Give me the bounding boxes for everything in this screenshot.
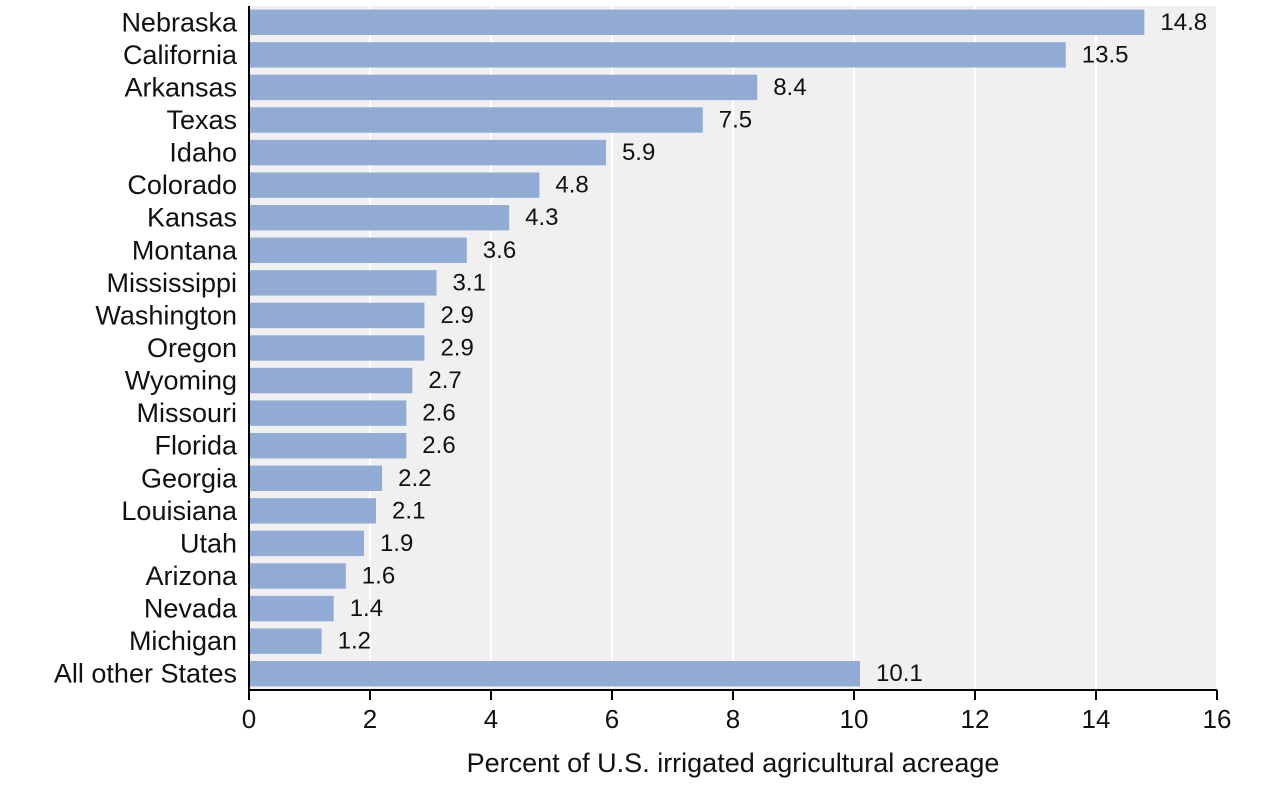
bar <box>249 335 425 361</box>
category-label: Missouri <box>136 398 237 428</box>
bar <box>249 563 346 589</box>
data-label: 4.8 <box>555 172 588 199</box>
data-label: 13.5 <box>1082 41 1129 68</box>
category-label: Montana <box>132 235 238 265</box>
data-label: 2.1 <box>392 497 425 524</box>
category-label: California <box>123 40 238 70</box>
bar <box>249 107 703 133</box>
category-labels: NebraskaCaliforniaArkansasTexasIdahoColo… <box>54 7 238 688</box>
category-label: Idaho <box>169 138 237 168</box>
data-label: 7.5 <box>719 107 752 134</box>
bar <box>249 433 407 459</box>
bar <box>249 661 861 687</box>
tick-label: 10 <box>840 704 869 734</box>
bar <box>249 237 467 263</box>
tick-label: 16 <box>1203 704 1232 734</box>
category-label: Mississippi <box>106 268 237 298</box>
category-label: Louisiana <box>121 496 238 526</box>
category-label: All other States <box>54 659 237 689</box>
category-label: Nebraska <box>121 7 238 37</box>
bar <box>249 367 413 394</box>
data-label: 1.4 <box>350 595 383 622</box>
bars <box>249 9 1145 687</box>
bar <box>249 628 322 654</box>
data-label: 2.2 <box>398 465 431 492</box>
category-label: Wyoming <box>125 366 237 396</box>
category-label: Utah <box>180 528 237 558</box>
data-label: 5.9 <box>622 139 655 166</box>
bar <box>249 172 540 198</box>
tick-label: 12 <box>961 704 990 734</box>
tick-label: 4 <box>484 704 498 734</box>
data-label: 2.9 <box>440 302 473 329</box>
category-label: Kansas <box>147 203 237 233</box>
data-label: 2.6 <box>422 400 455 427</box>
data-label: 2.6 <box>422 432 455 459</box>
bar <box>249 42 1066 68</box>
data-label: 1.6 <box>362 563 395 590</box>
category-label: Georgia <box>141 463 238 493</box>
data-label: 1.9 <box>380 530 413 557</box>
tick-label: 2 <box>363 704 377 734</box>
bar <box>249 465 383 491</box>
bar <box>249 9 1145 35</box>
data-label: 2.7 <box>428 367 461 394</box>
bar <box>249 302 425 329</box>
category-label: Colorado <box>127 170 237 200</box>
category-label: Florida <box>154 431 238 461</box>
data-label: 1.2 <box>338 628 371 655</box>
bar <box>249 530 364 557</box>
x-axis-title: Percent of U.S. irrigated agricultural a… <box>467 748 1000 778</box>
data-label: 4.3 <box>525 204 558 231</box>
data-label: 14.8 <box>1160 9 1207 36</box>
category-label: Oregon <box>147 333 237 363</box>
category-label: Arizona <box>145 561 238 591</box>
data-label: 8.4 <box>773 74 806 101</box>
tick-label: 14 <box>1082 704 1111 734</box>
value-labels: 14.8 13.5 8.4 7.5 5.9 4.8 4.3 3.6 3.1 2.9 2.9 2.7 2.… <box>338 9 1208 687</box>
bar <box>249 270 437 296</box>
bar <box>249 400 407 426</box>
x-ticks: 0 2 4 6 8 10 12 14 16 <box>242 690 1232 734</box>
bar <box>249 498 377 524</box>
bar <box>249 139 606 166</box>
data-label: 3.6 <box>483 237 516 264</box>
tick-label: 6 <box>605 704 619 734</box>
tick-label: 8 <box>726 704 740 734</box>
category-label: Michigan <box>129 626 237 656</box>
x-axis: 0 2 4 6 8 10 12 14 16 <box>242 6 1232 734</box>
bar <box>249 205 510 231</box>
category-label: Texas <box>166 105 237 135</box>
tick-label: 0 <box>242 704 256 734</box>
bar <box>249 595 334 622</box>
category-label: Arkansas <box>124 72 237 102</box>
data-label: 10.1 <box>876 660 923 687</box>
data-label: 2.9 <box>440 335 473 362</box>
category-label: Nevada <box>144 594 238 624</box>
category-label: Washington <box>95 300 237 330</box>
bar <box>249 74 758 101</box>
data-label: 3.1 <box>453 269 486 296</box>
